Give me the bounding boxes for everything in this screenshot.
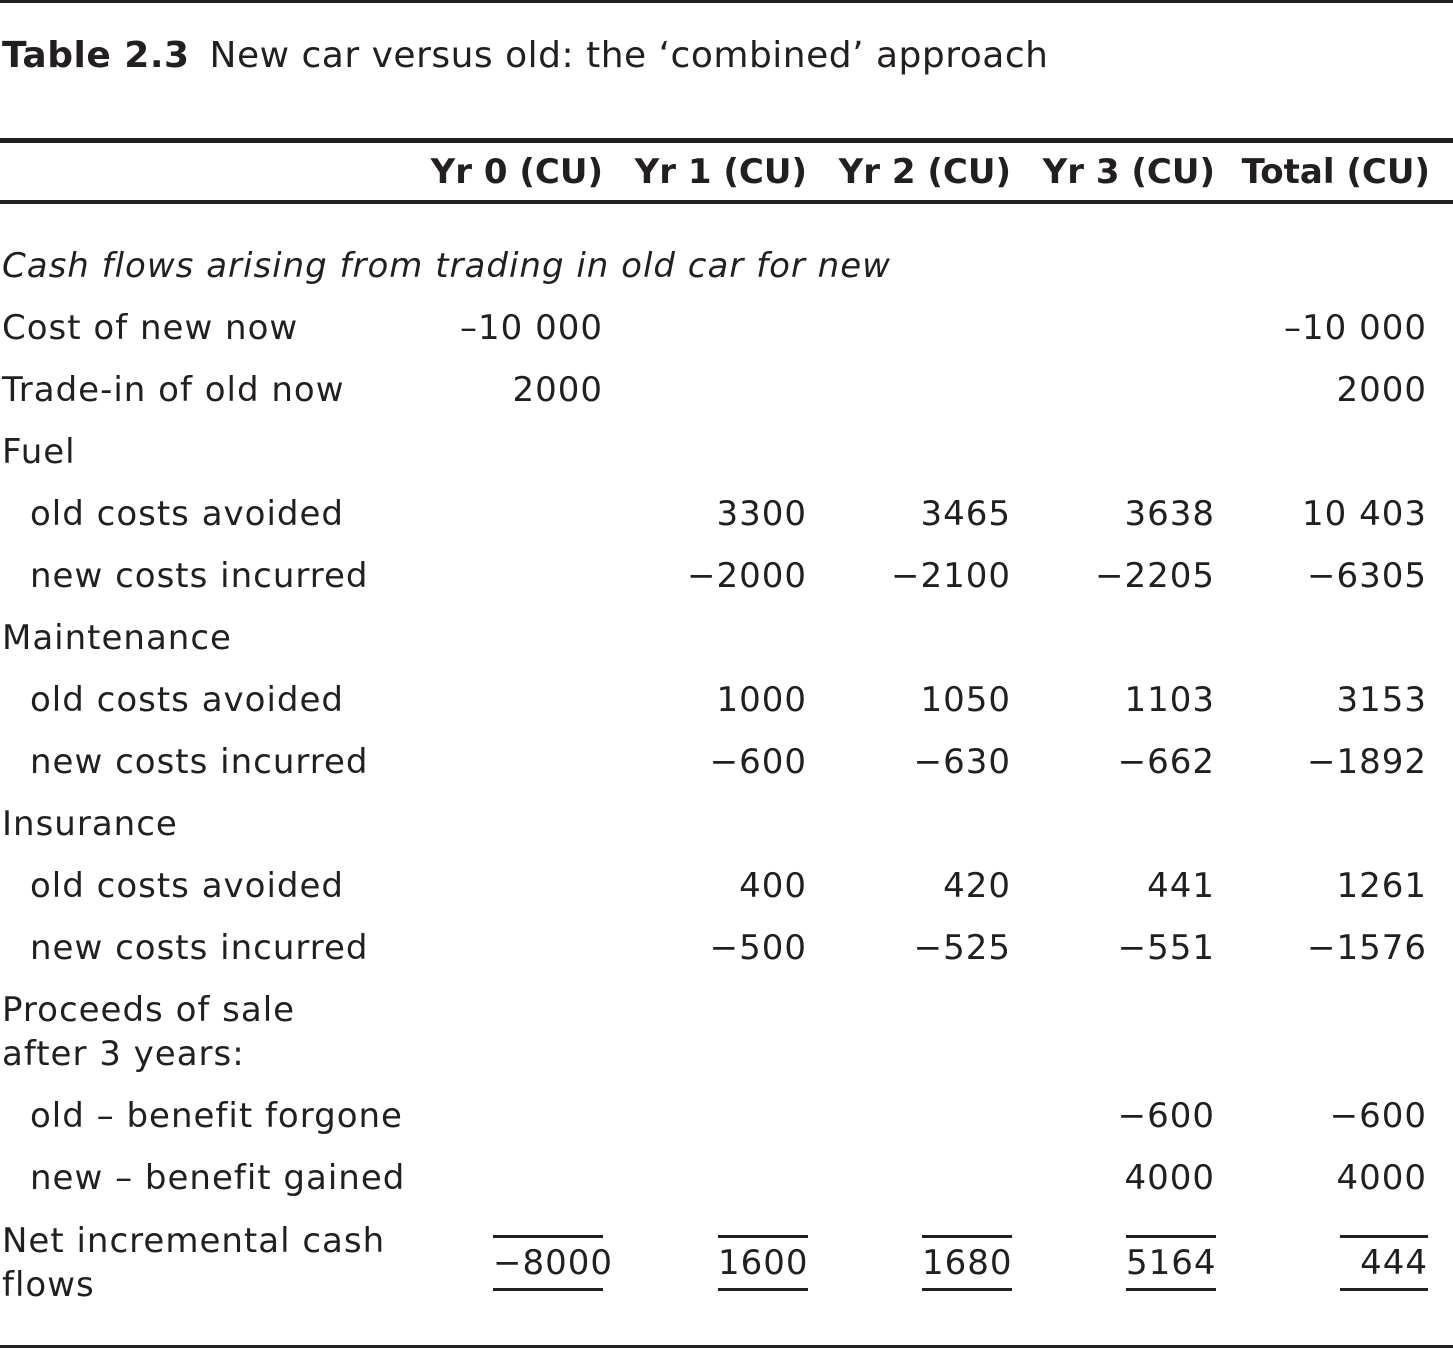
cell-yr3: −662 — [1117, 742, 1215, 782]
cell-total: 10 403 — [1302, 494, 1427, 534]
group-label: Insurance — [2, 804, 178, 844]
cell-yr1: 400 — [739, 866, 807, 906]
section-heading: Cash flows arising from trading in old c… — [2, 246, 891, 286]
cell-yr2: 420 — [943, 866, 1011, 906]
cell-yr2: −2100 — [890, 556, 1011, 596]
cell-total: 2000 — [1336, 370, 1427, 410]
row-label: Net incremental cash flows — [2, 1221, 386, 1305]
cell-yr3: −2205 — [1094, 556, 1215, 596]
cell-yr1: −600 — [709, 742, 807, 782]
cell-yr3: 4000 — [1124, 1158, 1215, 1198]
cell-yr3: −600 — [1117, 1096, 1215, 1136]
cell-total: −6305 — [1306, 556, 1427, 596]
cell-yr1: 1000 — [716, 680, 807, 720]
row-label: new costs incurred — [30, 928, 369, 968]
table-bottom-rule — [0, 1345, 1453, 1348]
cell-yr3: 3638 — [1124, 494, 1215, 534]
total-cell-yr1: 1600 — [718, 1235, 808, 1291]
total-cell-total: 444 — [1340, 1235, 1428, 1291]
cell-yr3: −551 — [1117, 928, 1215, 968]
cell-yr0: 2000 — [512, 370, 603, 410]
cell-total: 1261 — [1336, 866, 1427, 906]
row-label: old costs avoided — [30, 680, 344, 720]
cell-yr0: –10 000 — [460, 308, 603, 348]
group-label: Fuel — [2, 432, 76, 472]
table-number: Table 2.3 — [2, 35, 190, 76]
group-label: Maintenance — [2, 618, 232, 658]
cell-yr3: 1103 — [1124, 680, 1215, 720]
cell-yr1: −500 — [709, 928, 807, 968]
cell-yr2: 1050 — [920, 680, 1011, 720]
column-header-yr1: Yr 1 (CU) — [634, 152, 807, 192]
cell-total: −1576 — [1306, 928, 1427, 968]
column-header-total: Total (CU) — [1241, 152, 1430, 192]
cell-total: –10 000 — [1284, 308, 1427, 348]
cell-total: 4000 — [1336, 1158, 1427, 1198]
cell-yr1: 3300 — [716, 494, 807, 534]
row-label: new – benefit gained — [30, 1158, 406, 1198]
cell-yr2: −630 — [913, 742, 1011, 782]
cell-yr1: −2000 — [686, 556, 807, 596]
column-header-yr0: Yr 0 (CU) — [430, 152, 603, 192]
cell-total: −600 — [1329, 1096, 1427, 1136]
cell-total: −1892 — [1306, 742, 1427, 782]
row-label: old – benefit forgone — [30, 1096, 403, 1136]
row-label: new costs incurred — [30, 556, 369, 596]
cell-yr3: 441 — [1147, 866, 1215, 906]
row-label: old costs avoided — [30, 494, 344, 534]
group-label: Proceeds of sale after 3 years: — [2, 990, 296, 1074]
row-label: old costs avoided — [30, 866, 344, 906]
header-bottom-rule — [0, 200, 1453, 204]
cell-yr2: −525 — [913, 928, 1011, 968]
row-label: Trade-in of old now — [2, 370, 345, 410]
row-label: Cost of new now — [2, 308, 299, 348]
cell-total: 3153 — [1336, 680, 1427, 720]
total-cell-yr0: −8000 — [493, 1235, 612, 1291]
total-cell-yr3: 5164 — [1126, 1235, 1216, 1291]
table-caption: Table 2.3 New car versus old: the ‘combin… — [2, 34, 1048, 78]
cell-yr2: 3465 — [920, 494, 1011, 534]
total-cell-yr2: 1680 — [922, 1235, 1012, 1291]
column-header-yr3: Yr 3 (CU) — [1042, 152, 1215, 192]
table-top-rule — [0, 0, 1453, 3]
header-top-rule — [0, 138, 1453, 143]
table-title: New car versus old: the ‘combined’ appro… — [209, 35, 1049, 76]
row-label: new costs incurred — [30, 742, 369, 782]
column-header-yr2: Yr 2 (CU) — [838, 152, 1011, 192]
